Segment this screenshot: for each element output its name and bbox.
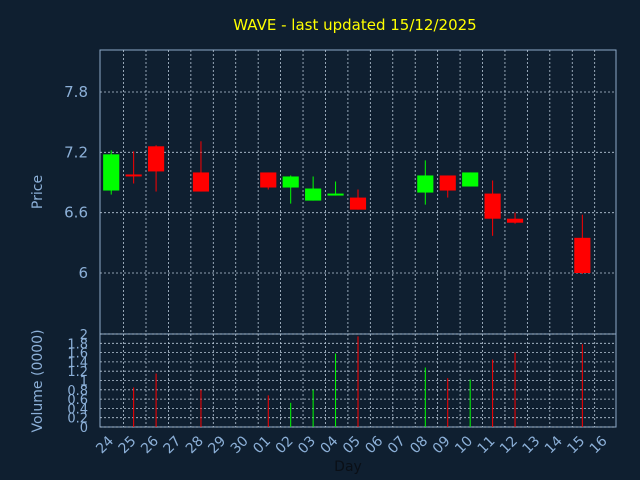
x-tick-label: 08: [407, 433, 431, 457]
volume-tick-label: 1.6: [67, 347, 88, 362]
volume-tick-label: 1.8: [67, 337, 88, 352]
candle: [439, 175, 456, 198]
x-tick-label: 06: [362, 433, 386, 457]
x-tick-label: 14: [542, 433, 566, 457]
x-tick-label: 07: [385, 433, 409, 457]
x-tick-label: 29: [205, 433, 229, 457]
chart-title: WAVE - last updated 15/12/2025: [233, 16, 476, 34]
candle: [148, 145, 165, 192]
x-tick-label: 04: [318, 433, 342, 457]
price-tick-label: 6.6: [64, 204, 88, 222]
candle-body: [192, 172, 210, 192]
candle-body: [148, 146, 165, 172]
candle-body: [103, 154, 120, 191]
x-tick-label: 11: [475, 433, 499, 457]
candle: [305, 176, 322, 201]
x-tick-label: 28: [183, 433, 207, 457]
candle-body: [417, 175, 434, 193]
candle: [125, 151, 142, 184]
candle: [282, 175, 299, 204]
volume-tick-label: 0.4: [67, 402, 88, 417]
candle: [192, 141, 210, 192]
volume-tick-label: 2: [80, 328, 88, 343]
candle-body: [574, 237, 591, 273]
volume-tick-label: 0: [80, 421, 88, 436]
volume-panel: 00.20.40.60.811.21.41.61.82: [67, 328, 617, 436]
x-tick-label: 16: [587, 433, 611, 457]
volume-tick-label: 0.2: [67, 412, 88, 427]
x-tick-label: 24: [93, 433, 117, 457]
x-tick-label: 26: [138, 433, 162, 457]
x-tick-label: 12: [497, 433, 521, 457]
volume-tick-label: 1.2: [67, 365, 88, 380]
candle: [349, 189, 367, 210]
volume-tick-label: 0.6: [67, 393, 88, 408]
candle: [484, 180, 501, 236]
x-tick-label: 09: [430, 433, 454, 457]
volume-axis-label: Volume (0000): [30, 329, 46, 432]
candle: [327, 181, 344, 196]
candle-body: [125, 174, 142, 177]
x-axis-label: Day: [334, 459, 362, 475]
candle: [417, 160, 434, 205]
volume-tick-label: 0.8: [67, 384, 88, 399]
x-tick-label: 01: [250, 433, 274, 457]
volume-tick-label: 1.4: [67, 356, 88, 371]
price-tick-label: 7.8: [64, 83, 88, 101]
candle: [462, 172, 479, 187]
candle: [103, 150, 120, 195]
x-tick-label: 15: [564, 433, 588, 457]
x-tick-label: 05: [340, 433, 364, 457]
candle: [260, 172, 277, 190]
price-panel: 6 6.6 7.2 7.8: [64, 49, 617, 335]
candle-body: [305, 188, 322, 201]
candle-body: [260, 172, 277, 188]
candle: [574, 214, 591, 275]
candle-body: [327, 193, 344, 196]
candle-body: [462, 172, 479, 187]
price-axis-label: Price: [30, 175, 46, 209]
candle-body: [349, 197, 367, 210]
price-tick-label: 6: [78, 264, 88, 282]
volume-tick-label: 1: [80, 375, 88, 390]
x-tick-label: 03: [295, 433, 319, 457]
candle-body: [506, 218, 524, 223]
x-tick-label: 13: [519, 433, 543, 457]
x-tick-label: 25: [116, 433, 140, 457]
x-tick-label: 10: [452, 433, 476, 457]
candle: [506, 212, 524, 224]
x-axis-ticks: 2425262728293001020304050607080910111213…: [93, 433, 611, 457]
x-tick-label: 02: [273, 433, 297, 457]
candle-body: [484, 193, 501, 219]
candle-body: [282, 176, 299, 188]
price-tick-label: 7.2: [64, 143, 88, 161]
candle-body: [439, 175, 456, 191]
x-tick-label: 30: [228, 433, 252, 457]
x-tick-label: 27: [161, 433, 185, 457]
